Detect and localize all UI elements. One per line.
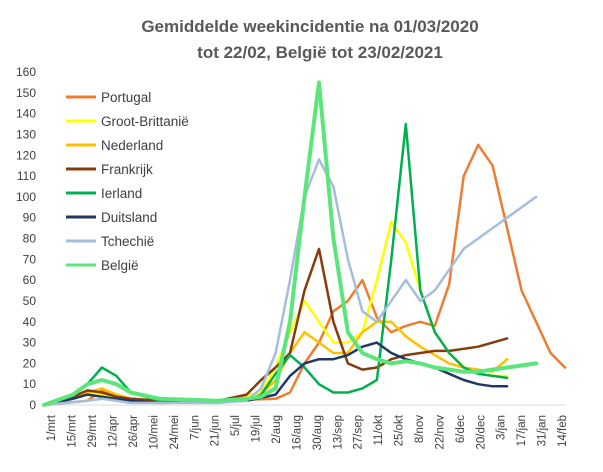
x-tick-label: 10/mei <box>148 415 160 450</box>
x-tick-label: 24/mei <box>169 415 181 450</box>
x-tick-label: 12/apr <box>108 415 120 448</box>
x-tick-label: 25/okt <box>394 414 406 446</box>
series-line-6 <box>42 158 538 407</box>
x-tick-label: 3/jan <box>496 415 508 440</box>
y-tick-label: 130 <box>16 127 36 141</box>
x-tick-label: 14/feb <box>557 415 569 447</box>
y-tick-label: 80 <box>23 232 37 246</box>
x-tick-label: 1/mrt <box>46 414 58 441</box>
x-tick-label: 21/jun <box>210 415 222 446</box>
x-tick-label: 19/jul <box>251 415 263 443</box>
y-tick-label: 150 <box>16 86 36 100</box>
x-tick-label: 11/okt <box>373 414 385 445</box>
x-tick-label: 20/dec <box>475 415 487 450</box>
series-line-3 <box>42 247 509 407</box>
x-axis: 1/mrt 15/mrt 29/mrt 12/apr 26/apr 10/mei 24/me… <box>44 404 569 450</box>
y-tick-label: 60 <box>23 273 37 287</box>
legend-label: Tchechië <box>101 234 154 249</box>
y-tick-label: 30 <box>23 336 37 350</box>
series-line-2 <box>42 320 509 407</box>
chart-title-line-2: tot 22/02, België tot 23/02/2021 <box>197 43 443 62</box>
x-tick-label: 8/nov <box>414 415 426 443</box>
y-tick-label: 0 <box>29 398 36 412</box>
y-tick-label: 160 <box>16 65 36 79</box>
x-tick-label: 22/nov <box>434 415 446 450</box>
y-tick-label: 90 <box>23 211 37 225</box>
x-tick-label: 26/apr <box>128 415 140 448</box>
x-tick-label: 6/dec <box>455 415 467 443</box>
y-axis: 0 10 20 30 40 50 60 70 80 90 100 110 120 130 140 150 160 <box>16 65 36 412</box>
legend-label: Portugal <box>101 90 151 105</box>
x-tick-label: 15/mrt <box>67 414 79 447</box>
series-line-5 <box>42 341 509 407</box>
y-tick-label: 120 <box>16 148 36 162</box>
x-tick-label: 5/jul <box>230 415 242 436</box>
legend-label: Duitsland <box>101 210 157 225</box>
legend-label: Frankrijk <box>101 162 153 177</box>
x-tick-label: 2/aug <box>271 415 283 444</box>
x-tick-label: 29/mrt <box>87 414 99 447</box>
x-tick-label: 13/sep <box>332 415 344 450</box>
y-tick-label: 100 <box>16 190 36 204</box>
legend: Portugal Groot-Brittanië Nederland Frankrij… <box>66 90 189 273</box>
y-tick-label: 70 <box>23 252 37 266</box>
chart-title-line-1: Gemiddelde weekincidentie na 01/03/2020 <box>141 17 478 36</box>
y-tick-label: 20 <box>23 356 37 370</box>
y-tick-label: 110 <box>17 169 36 183</box>
legend-label: Groot-Brittanië <box>101 114 189 129</box>
legend-label: België <box>101 258 139 273</box>
y-tick-label: 50 <box>23 294 37 308</box>
legend-label: Ierland <box>101 186 142 201</box>
y-tick-label: 10 <box>23 377 37 391</box>
legend-label: Nederland <box>101 138 163 153</box>
x-tick-label: 27/sep <box>353 415 365 450</box>
series-line-4 <box>42 122 509 407</box>
y-tick-label: 40 <box>23 315 37 329</box>
y-tick-label: 140 <box>16 107 36 121</box>
x-tick-label: 16/aug <box>291 415 303 450</box>
x-tick-label: 31/jan <box>537 415 549 446</box>
series-line-7 <box>42 80 539 407</box>
series-layer <box>42 80 567 407</box>
x-tick-label: 17/jan <box>516 415 528 446</box>
x-tick-label: 7/jun <box>189 415 201 440</box>
x-tick-label: 30/aug <box>312 415 324 450</box>
